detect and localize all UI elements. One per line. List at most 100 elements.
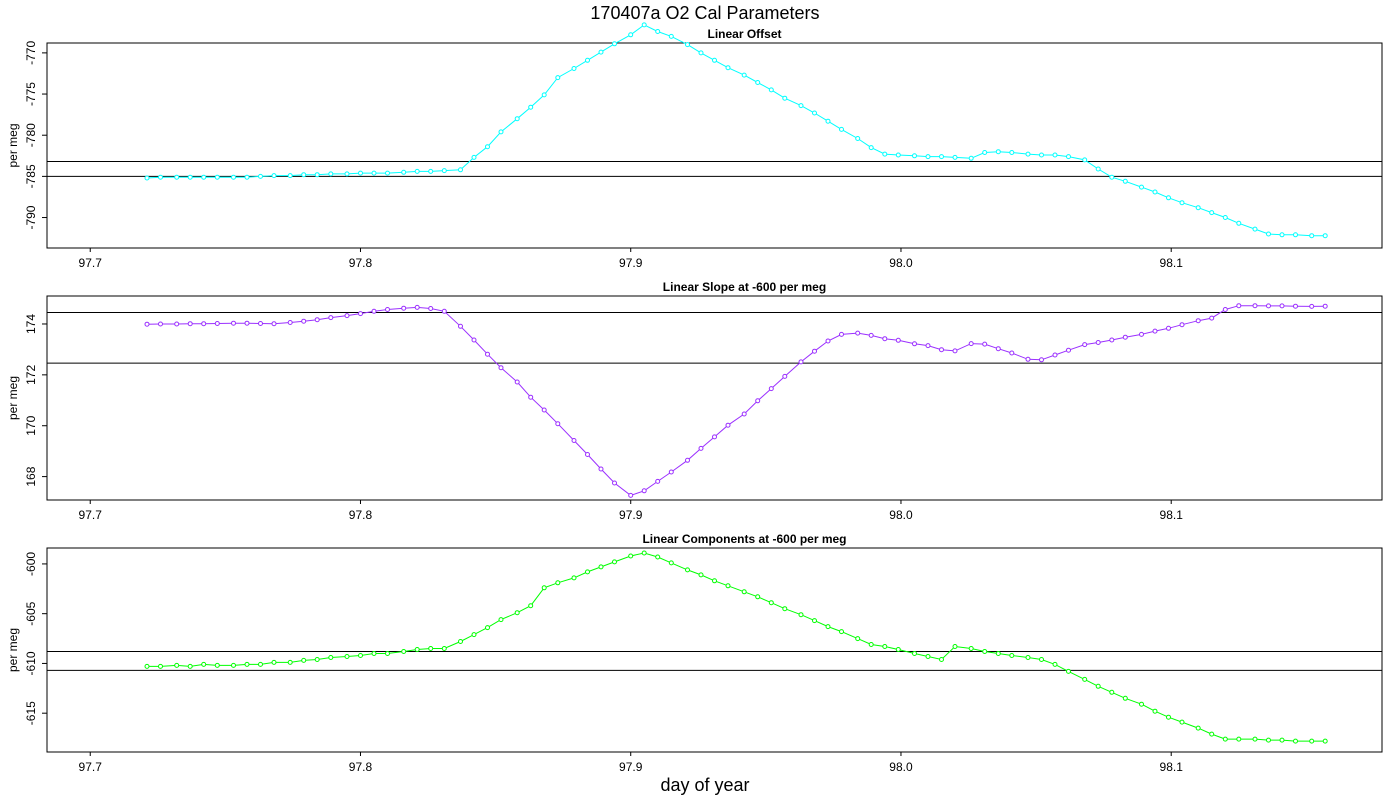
data-point bbox=[939, 347, 944, 353]
data-point bbox=[995, 651, 1001, 656]
data-point bbox=[952, 644, 958, 649]
data-point bbox=[485, 625, 490, 631]
plot-frame bbox=[46, 295, 1383, 501]
x-tick-label: 98.1 bbox=[1160, 256, 1184, 270]
data-point bbox=[528, 394, 534, 400]
data-point bbox=[641, 488, 647, 494]
data-point bbox=[812, 110, 817, 116]
data-point bbox=[782, 95, 788, 101]
data-point bbox=[458, 639, 463, 644]
data-point bbox=[187, 174, 193, 180]
data-point bbox=[1309, 738, 1315, 744]
data-point bbox=[655, 29, 661, 34]
data-point bbox=[755, 80, 761, 85]
data-point bbox=[939, 657, 944, 662]
data-point bbox=[1082, 342, 1088, 348]
data-point bbox=[571, 575, 577, 581]
y-tick-label: 168 bbox=[24, 466, 38, 486]
panel-1: Linear Offset per meg 97.7 97.8 97.9 98.0 98.1… bbox=[6, 22, 1383, 270]
data-point bbox=[1095, 166, 1101, 172]
data-point bbox=[698, 445, 704, 451]
data-point bbox=[1066, 668, 1071, 674]
data-point bbox=[895, 647, 901, 652]
x-tick-label: 98.0 bbox=[889, 256, 913, 270]
data-point bbox=[1266, 303, 1271, 309]
data-point bbox=[1166, 714, 1171, 720]
data-point bbox=[231, 174, 236, 180]
data-point bbox=[825, 338, 831, 344]
data-point bbox=[328, 315, 334, 321]
data-point bbox=[855, 136, 861, 141]
data-point bbox=[1309, 233, 1315, 239]
data-point bbox=[1122, 695, 1128, 701]
series-line bbox=[147, 552, 1326, 742]
data-point bbox=[1252, 226, 1258, 232]
data-point bbox=[371, 651, 377, 656]
data-point bbox=[514, 116, 520, 122]
data-point bbox=[725, 583, 731, 589]
data-point bbox=[231, 320, 236, 326]
x-tick-label: 98.0 bbox=[889, 508, 913, 522]
data-point bbox=[1139, 701, 1144, 707]
x-tick-label: 97.9 bbox=[619, 508, 643, 522]
data-point bbox=[344, 171, 350, 177]
data-point bbox=[344, 313, 350, 319]
x-tick-label: 97.9 bbox=[619, 760, 643, 774]
data-point bbox=[1293, 738, 1298, 744]
data-point bbox=[1236, 220, 1242, 226]
data-point bbox=[371, 308, 377, 314]
data-point bbox=[1152, 189, 1158, 195]
data-point bbox=[1322, 233, 1328, 239]
y-tick-label: 174 bbox=[24, 314, 38, 334]
data-point bbox=[1009, 653, 1015, 658]
data-point bbox=[1095, 340, 1101, 345]
data-point bbox=[812, 348, 817, 354]
data-point bbox=[1279, 232, 1285, 238]
y-tick-label: 170 bbox=[24, 415, 38, 435]
data-point bbox=[1166, 325, 1171, 331]
data-point bbox=[1222, 215, 1228, 220]
data-point bbox=[1209, 210, 1215, 216]
data-point bbox=[201, 661, 207, 667]
data-point bbox=[555, 421, 561, 427]
data-point bbox=[825, 624, 831, 630]
data-point bbox=[1195, 205, 1201, 211]
data-point bbox=[725, 422, 731, 428]
data-point bbox=[555, 75, 561, 81]
data-point bbox=[1139, 331, 1144, 337]
data-point bbox=[685, 457, 690, 463]
series-line bbox=[146, 305, 1326, 496]
data-point bbox=[782, 606, 788, 612]
data-point bbox=[485, 351, 490, 357]
data-point bbox=[1222, 736, 1228, 742]
data-point bbox=[301, 657, 307, 663]
data-point bbox=[585, 57, 590, 63]
data-point bbox=[514, 379, 520, 385]
data-point bbox=[1095, 683, 1101, 689]
data-point bbox=[1293, 303, 1298, 309]
data-point bbox=[1266, 231, 1271, 237]
data-point bbox=[214, 321, 220, 326]
data-point bbox=[1009, 350, 1015, 356]
data-point bbox=[755, 398, 761, 404]
data-point bbox=[271, 173, 277, 179]
data-point bbox=[158, 321, 163, 327]
data-point bbox=[741, 411, 747, 417]
data-point bbox=[839, 629, 844, 635]
data-point bbox=[498, 365, 504, 371]
data-point bbox=[498, 617, 504, 623]
y-axis-label: per meg bbox=[6, 628, 20, 672]
data-point bbox=[214, 662, 220, 668]
data-point bbox=[612, 480, 617, 486]
data-point bbox=[939, 154, 944, 160]
panel-3: Linear Components at -600 per meg per meg… bbox=[6, 532, 1383, 774]
data-point bbox=[1179, 719, 1185, 725]
data-point bbox=[768, 87, 774, 93]
data-point bbox=[668, 33, 674, 39]
data-point bbox=[741, 589, 747, 595]
data-point bbox=[698, 572, 704, 578]
data-point bbox=[655, 478, 661, 484]
data-point bbox=[855, 330, 861, 336]
data-point bbox=[414, 304, 420, 310]
